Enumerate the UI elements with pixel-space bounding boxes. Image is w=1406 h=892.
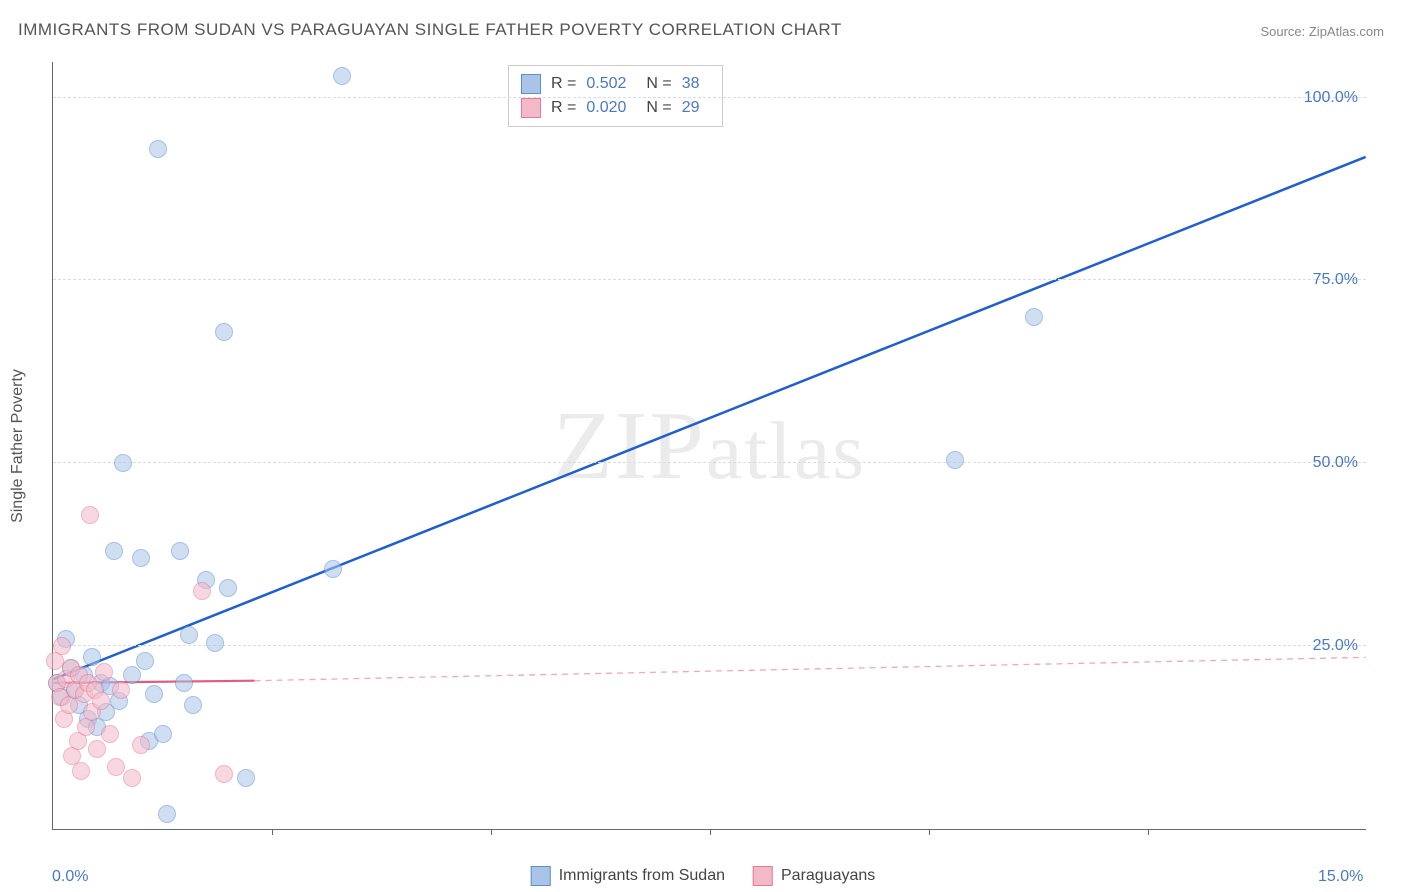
x-minor-tick	[929, 829, 930, 835]
point-sudan	[1025, 308, 1043, 326]
r-label: R =	[551, 96, 576, 120]
x-tick-label: 0.0%	[52, 868, 88, 886]
legend-item: Paraguayans	[753, 866, 875, 886]
x-minor-tick	[491, 829, 492, 835]
source-link[interactable]: ZipAtlas.com	[1309, 24, 1384, 39]
point-paraguayan	[88, 740, 106, 758]
legend-item: Immigrants from Sudan	[531, 866, 725, 886]
point-sudan	[946, 451, 964, 469]
point-paraguayan	[81, 506, 99, 524]
legend-stats-row: R = 0.502 N = 38	[521, 72, 710, 96]
point-sudan	[149, 140, 167, 158]
n-label: N =	[646, 72, 671, 96]
r-value: 0.502	[586, 72, 626, 96]
point-paraguayan	[72, 762, 90, 780]
r-value: 0.020	[586, 96, 626, 120]
point-sudan	[171, 542, 189, 560]
legend-swatch	[521, 98, 541, 118]
point-sudan	[324, 560, 342, 578]
point-sudan	[180, 626, 198, 644]
legend-swatch	[753, 866, 773, 886]
point-paraguayan	[193, 582, 211, 600]
legend-label: Paraguayans	[781, 867, 875, 885]
trend-line	[53, 157, 1365, 679]
point-sudan	[219, 579, 237, 597]
point-paraguayan	[92, 692, 110, 710]
gridline-h	[53, 97, 1366, 98]
n-value: 38	[682, 72, 700, 96]
point-paraguayan	[112, 681, 130, 699]
x-minor-tick	[710, 829, 711, 835]
point-paraguayan	[215, 765, 233, 783]
point-sudan	[184, 696, 202, 714]
plot-area: ZIPatlas R = 0.502 N = 38 R = 0.020 N = 29 25.0…	[52, 62, 1366, 830]
point-sudan	[145, 685, 163, 703]
point-paraguayan	[101, 725, 119, 743]
chart-title: IMMIGRANTS FROM SUDAN VS PARAGUAYAN SING…	[18, 20, 842, 40]
series-legend: Immigrants from Sudan Paraguayans	[531, 866, 876, 886]
point-sudan	[158, 805, 176, 823]
y-tick-label: 50.0%	[1313, 454, 1358, 472]
point-paraguayan	[123, 769, 141, 787]
point-sudan	[154, 725, 172, 743]
point-sudan	[333, 67, 351, 85]
point-sudan	[175, 674, 193, 692]
source-attribution: Source: ZipAtlas.com	[1260, 24, 1384, 39]
point-paraguayan	[132, 736, 150, 754]
gridline-h	[53, 645, 1366, 646]
y-tick-label: 75.0%	[1313, 271, 1358, 289]
legend-stats-row: R = 0.020 N = 29	[521, 96, 710, 120]
point-paraguayan	[95, 663, 113, 681]
legend-label: Immigrants from Sudan	[559, 867, 725, 885]
point-paraguayan	[53, 637, 71, 655]
x-minor-tick	[1148, 829, 1149, 835]
trend-line	[255, 657, 1366, 680]
point-sudan	[215, 323, 233, 341]
point-sudan	[136, 652, 154, 670]
point-sudan	[114, 454, 132, 472]
y-tick-label: 25.0%	[1313, 637, 1358, 655]
legend-swatch	[531, 866, 551, 886]
y-tick-label: 100.0%	[1304, 89, 1358, 107]
point-sudan	[206, 634, 224, 652]
r-label: R =	[551, 72, 576, 96]
source-prefix: Source:	[1260, 24, 1308, 39]
legend-swatch	[521, 74, 541, 94]
point-sudan	[105, 542, 123, 560]
point-sudan	[132, 549, 150, 567]
point-sudan	[237, 769, 255, 787]
point-paraguayan	[107, 758, 125, 776]
watermark: ZIPatlas	[553, 390, 866, 502]
trend-lines-layer	[53, 62, 1366, 829]
n-label: N =	[646, 96, 671, 120]
gridline-h	[53, 279, 1366, 280]
x-minor-tick	[272, 829, 273, 835]
y-axis-label: Single Father Poverty	[9, 369, 27, 523]
x-tick-label: 15.0%	[1318, 868, 1363, 886]
n-value: 29	[682, 96, 700, 120]
gridline-h	[53, 462, 1366, 463]
